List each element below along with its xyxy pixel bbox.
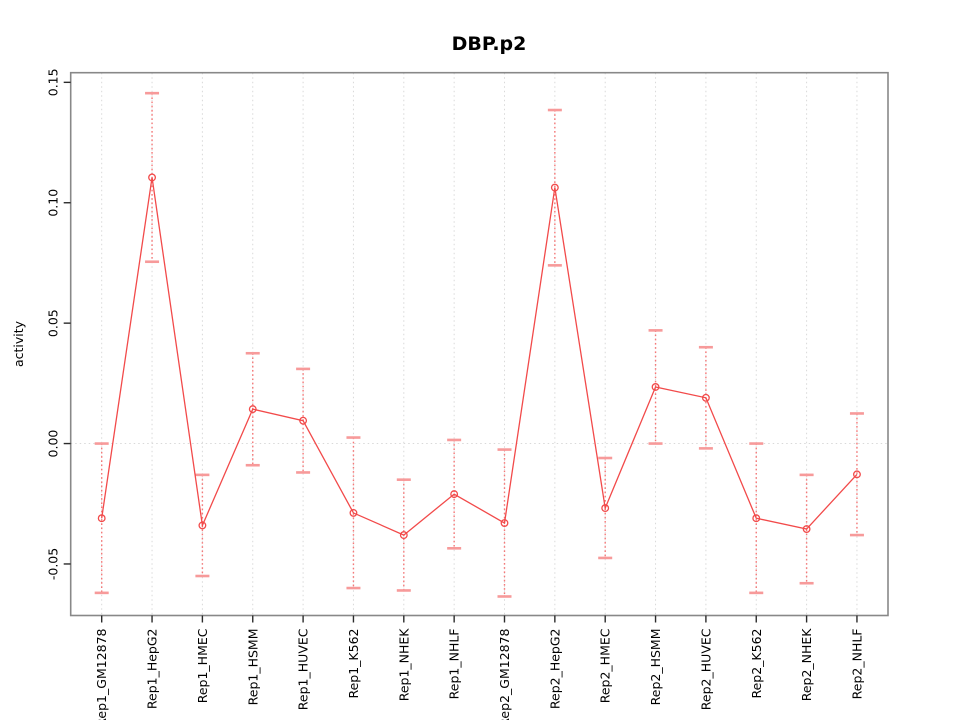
axes: -0.05 0.00 0.05 0.10 0.15 Rep1_GM12878 Rep1_He… bbox=[46, 68, 889, 720]
data-point bbox=[299, 416, 308, 425]
x-tick-label: Rep1_HMEC bbox=[195, 628, 210, 703]
x-tick-label: Rep1_NHLF bbox=[447, 629, 462, 700]
series-line bbox=[101, 177, 858, 536]
series-polyline bbox=[101, 177, 858, 536]
x-tick-label: Rep2_NHEK bbox=[799, 628, 814, 702]
data-point bbox=[752, 514, 761, 523]
x-tick-label: Rep1_HUVEC bbox=[296, 628, 311, 710]
data-point bbox=[97, 514, 106, 523]
data-point bbox=[802, 525, 811, 533]
data-point bbox=[601, 504, 610, 513]
data-point bbox=[399, 531, 408, 540]
y-tick-label: 0.15 bbox=[46, 68, 61, 96]
x-tick-label: Rep2_GM12878 bbox=[497, 628, 512, 720]
x-tick-label: Rep1_NHEK bbox=[396, 628, 411, 702]
data-point bbox=[651, 383, 660, 391]
x-tick-label: Rep2_HUVEC bbox=[698, 628, 713, 710]
y-tick-label: -0.05 bbox=[46, 548, 61, 580]
data-point bbox=[701, 393, 710, 402]
x-tick-label: Rep1_K562 bbox=[346, 629, 361, 699]
y-tick-label: 0.00 bbox=[46, 430, 61, 458]
gridlines bbox=[70, 72, 888, 616]
y-tick-label: 0.10 bbox=[46, 189, 61, 217]
error-bars bbox=[94, 91, 864, 598]
data-point bbox=[248, 405, 257, 414]
x-tick-label: Rep2_HepG2 bbox=[547, 629, 562, 710]
y-tick-label: 0.05 bbox=[46, 309, 61, 337]
data-point bbox=[198, 521, 207, 530]
data-point bbox=[349, 508, 358, 517]
plot-box bbox=[69, 71, 889, 617]
data-point bbox=[550, 183, 559, 192]
data-points bbox=[97, 173, 861, 540]
y-axis-title: activity bbox=[11, 320, 26, 367]
x-tick-label: Rep1_HSMM bbox=[245, 629, 260, 706]
x-tick-label: Rep1_HepG2 bbox=[145, 629, 160, 710]
data-point bbox=[148, 173, 156, 182]
chart-title: DBP.p2 bbox=[452, 33, 527, 55]
x-tick-label: Rep2_HMEC bbox=[598, 628, 613, 703]
x-tick-label: Rep2_NHLF bbox=[849, 629, 864, 700]
data-point bbox=[853, 470, 861, 479]
x-tick-label: Rep1_GM12878 bbox=[94, 628, 109, 720]
data-point bbox=[500, 519, 509, 527]
x-tick-label: Rep2_K562 bbox=[749, 629, 764, 699]
x-tick-label: Rep2_HSMM bbox=[648, 629, 663, 706]
data-point bbox=[450, 490, 459, 499]
